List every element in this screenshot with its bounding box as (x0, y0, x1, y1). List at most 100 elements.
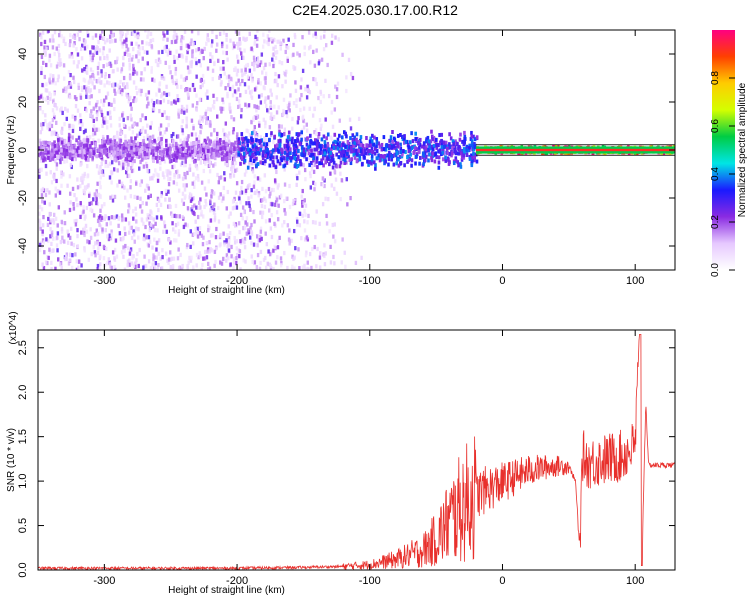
heatmap-cell (115, 59, 119, 65)
heatmap-cell (136, 34, 140, 39)
heatmap-cell (212, 151, 216, 156)
heatmap-cell (119, 128, 123, 133)
heatmap-cell (370, 161, 373, 166)
heatmap-cell (161, 151, 165, 156)
heatmap-cell (342, 157, 345, 162)
heatmap-cell (232, 221, 236, 227)
heatmap-cell (169, 50, 172, 55)
heatmap-cell (190, 64, 193, 69)
heatmap-cell (473, 152, 477, 157)
heatmap-cell (298, 97, 302, 102)
heatmap-cell (152, 103, 155, 108)
heatmap-cell (327, 93, 331, 99)
heatmap-cell (118, 85, 121, 90)
heatmap-cell (392, 144, 396, 149)
heatmap-cell (109, 63, 113, 68)
heatmap-cell (152, 217, 155, 222)
heatmap-cell (53, 51, 56, 57)
heatmap-cell (168, 65, 171, 70)
heatmap-cell (259, 135, 262, 140)
heatmap-cell (175, 155, 179, 160)
heatmap-cell (194, 132, 198, 137)
heatmap-cell (162, 76, 166, 81)
heatmap-cell (83, 152, 86, 157)
heatmap-cell (295, 103, 298, 108)
heatmap-cell (77, 85, 80, 91)
heatmap-cell (206, 66, 210, 71)
heatmap-cell (300, 194, 303, 199)
heatmap-cell (338, 149, 341, 154)
heatmap-cell (135, 91, 139, 96)
heatmap-cell (56, 248, 59, 253)
heatmap-cell (122, 117, 125, 122)
heatmap-cell (260, 203, 264, 209)
heatmap-cell (468, 156, 472, 161)
heatmap-cell (172, 180, 176, 185)
heatmap-cell (57, 74, 60, 79)
heatmap-cell (112, 136, 115, 141)
heatmap-cell (240, 107, 243, 113)
heatmap-cell (296, 163, 300, 168)
heatmap-cell (367, 162, 370, 167)
heatmap-cell (308, 106, 311, 111)
heatmap-cell (375, 156, 379, 161)
heatmap-cell (126, 47, 130, 52)
heatmap-cell (141, 200, 144, 206)
heatmap-cell (68, 174, 72, 179)
heatmap-cell (78, 120, 81, 125)
heatmap-cell (94, 142, 97, 147)
heatmap-cell (43, 39, 47, 45)
heatmap-cell (75, 267, 79, 270)
heatmap-cell (324, 251, 327, 256)
heatmap-cell (290, 139, 294, 144)
heatmap-cell (53, 115, 56, 120)
heatmap-cell (132, 98, 135, 104)
heatmap-cell (79, 162, 82, 167)
heatmap-cell (214, 246, 218, 251)
heatmap-cell (214, 162, 217, 167)
heatmap-cell (265, 142, 269, 147)
heatmap-cell (98, 222, 101, 227)
heatmap-cell (245, 216, 249, 221)
heatmap-cell (304, 87, 307, 92)
heatmap-cell (94, 33, 98, 38)
heatmap-cell (159, 59, 162, 65)
heatmap-cell (232, 142, 236, 147)
heatmap-cell (86, 147, 90, 152)
heatmap-cell (51, 34, 54, 39)
heatmap-cell (294, 150, 298, 155)
heatmap-cell (88, 240, 91, 245)
heatmap-cell (126, 94, 129, 99)
heatmap-cell (105, 246, 108, 252)
heatmap-cell (384, 144, 388, 149)
heatmap-cell (171, 154, 174, 159)
heatmap-cell (106, 111, 110, 116)
heatmap-cell (305, 122, 308, 127)
heatmap-cell (253, 67, 256, 72)
heatmap-cell (182, 224, 186, 230)
heatmap-cell (159, 100, 162, 105)
heatmap-cell (305, 142, 309, 147)
heatmap-cell (138, 166, 141, 171)
heatmap-cell (185, 124, 188, 129)
heatmap-cell (183, 30, 187, 34)
heatmap-cell (465, 144, 469, 149)
heatmap-cell (148, 145, 152, 150)
heatmap-cell (256, 252, 260, 258)
heatmap-cell (146, 168, 149, 173)
heatmap-cell (152, 173, 155, 178)
heatmap-cell (86, 174, 89, 179)
heatmap-cell (135, 133, 139, 138)
heatmap-cell (169, 265, 172, 270)
heatmap-cell (86, 66, 89, 71)
heatmap-cell (121, 148, 125, 153)
heatmap-cell (256, 63, 259, 68)
heatmap-cell (322, 153, 325, 158)
heatmap-cell (193, 87, 196, 92)
heatmap-cell (80, 263, 83, 268)
heatmap-cell (104, 150, 108, 155)
heatmap-cell (404, 139, 408, 144)
heatmap-cell (111, 143, 114, 148)
heatmap-cell (181, 152, 184, 157)
heatmap-cell (274, 200, 278, 205)
